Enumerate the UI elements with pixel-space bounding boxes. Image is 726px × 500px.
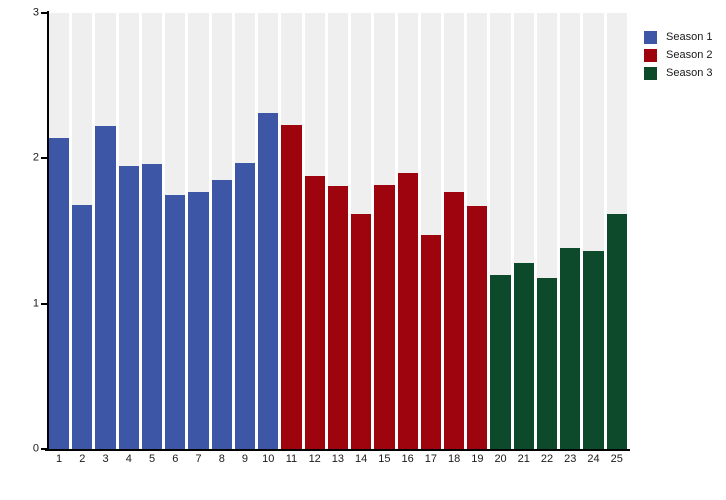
category-column: 1: [49, 13, 70, 465]
legend-item: Season 2: [644, 49, 712, 62]
x-tick-label: 10: [262, 453, 275, 465]
category-column: 19: [467, 13, 488, 465]
legend-label: Season 2: [666, 49, 713, 61]
category-column: 16: [397, 13, 418, 465]
x-tick-label: 22: [540, 453, 554, 465]
category-column: 22: [536, 13, 558, 465]
y-tick-label: 0: [32, 442, 39, 455]
x-tick-label: 21: [517, 453, 530, 465]
category-column: 15: [374, 13, 395, 465]
x-tick-label: 3: [102, 453, 109, 465]
category-column: 4: [118, 13, 139, 465]
x-tick-label: 17: [424, 453, 437, 465]
bar: [420, 235, 441, 449]
x-tick-label: 25: [610, 453, 623, 465]
bar: [72, 204, 93, 449]
category-column: 21: [513, 13, 534, 465]
bar: [281, 124, 302, 449]
y-axis-line: [47, 11, 49, 450]
bar: [327, 185, 349, 449]
bar: [560, 248, 581, 449]
bar: [583, 251, 604, 449]
bar: [513, 262, 534, 449]
bar: [397, 172, 418, 449]
category-column: 17: [420, 13, 441, 465]
x-tick-label: 9: [241, 453, 249, 465]
legend-swatch-season-2: [644, 49, 657, 62]
y-tick: [41, 12, 48, 14]
category-column: 25: [606, 13, 627, 465]
x-tick-label: 14: [355, 453, 368, 465]
x-tick-label: 4: [125, 453, 132, 465]
category-column: 10: [258, 13, 279, 465]
y-tick: [41, 157, 48, 160]
x-axis-line: [45, 449, 630, 451]
bar: [49, 138, 70, 449]
x-tick-label: 6: [172, 453, 179, 465]
y-tick: [41, 448, 48, 450]
category-column: 23: [560, 13, 581, 465]
bar: [490, 274, 511, 449]
x-tick-label: 24: [587, 453, 600, 465]
x-tick-label: 5: [148, 453, 156, 465]
category-column: 13: [327, 13, 349, 465]
x-tick-label: 7: [195, 453, 202, 465]
x-tick-label: 1: [56, 453, 63, 465]
plot-area: 1 2 3 4 5 6 7 8 9 10 11 12 13 14 15 16 17 18 19 20 21 22 23 24 2…: [49, 13, 627, 465]
category-column: 20: [490, 13, 511, 465]
category-column: 11: [281, 13, 302, 465]
x-tick-label: 12: [308, 453, 321, 465]
legend: Season 1 Season 2 Season 3: [644, 31, 712, 80]
bar: [606, 213, 627, 449]
y-tick-label: 2: [32, 151, 39, 164]
legend-swatch-season-3: [644, 67, 657, 80]
bar: [304, 175, 325, 449]
y-tick-label: 1: [32, 297, 39, 310]
bar: [374, 184, 395, 449]
bar: [188, 191, 209, 449]
x-tick-label: 16: [401, 453, 414, 465]
bar: [141, 164, 163, 449]
y-tick-label: 3: [32, 6, 39, 19]
bar: [258, 113, 279, 449]
x-tick-label: 19: [471, 453, 484, 465]
x-tick-label: 13: [331, 453, 345, 465]
category-column: 6: [165, 13, 186, 465]
bar: [351, 213, 372, 449]
bar: [443, 191, 465, 449]
legend-label: Season 3: [666, 67, 713, 79]
bar: [234, 162, 256, 449]
y-tick: [41, 302, 48, 305]
legend-item: Season 1: [644, 31, 712, 44]
category-column: 18: [443, 13, 465, 465]
category-column: 2: [72, 13, 93, 465]
bar: [211, 180, 232, 449]
category-column: 8: [211, 13, 232, 465]
bar: [536, 277, 558, 449]
x-tick-label: 18: [447, 453, 461, 465]
x-tick-label: 2: [79, 453, 86, 465]
legend-label: Season 1: [666, 31, 713, 43]
x-tick-label: 23: [564, 453, 577, 465]
category-column: 3: [95, 13, 116, 465]
category-column: 14: [351, 13, 372, 465]
category-column: 7: [188, 13, 209, 465]
x-tick-label: 11: [285, 453, 298, 465]
bar: [467, 206, 488, 449]
bar: [165, 194, 186, 449]
legend-swatch-season-1: [644, 31, 657, 44]
category-column: 9: [234, 13, 256, 465]
x-tick-label: 15: [378, 453, 391, 465]
x-tick-label: 20: [494, 453, 507, 465]
bar: [118, 165, 139, 449]
category-column: 12: [304, 13, 325, 465]
category-column: 5: [141, 13, 163, 465]
bar: [95, 126, 116, 449]
category-column: 24: [583, 13, 604, 465]
legend-item: Season 3: [644, 67, 712, 80]
x-tick-label: 8: [218, 453, 225, 465]
